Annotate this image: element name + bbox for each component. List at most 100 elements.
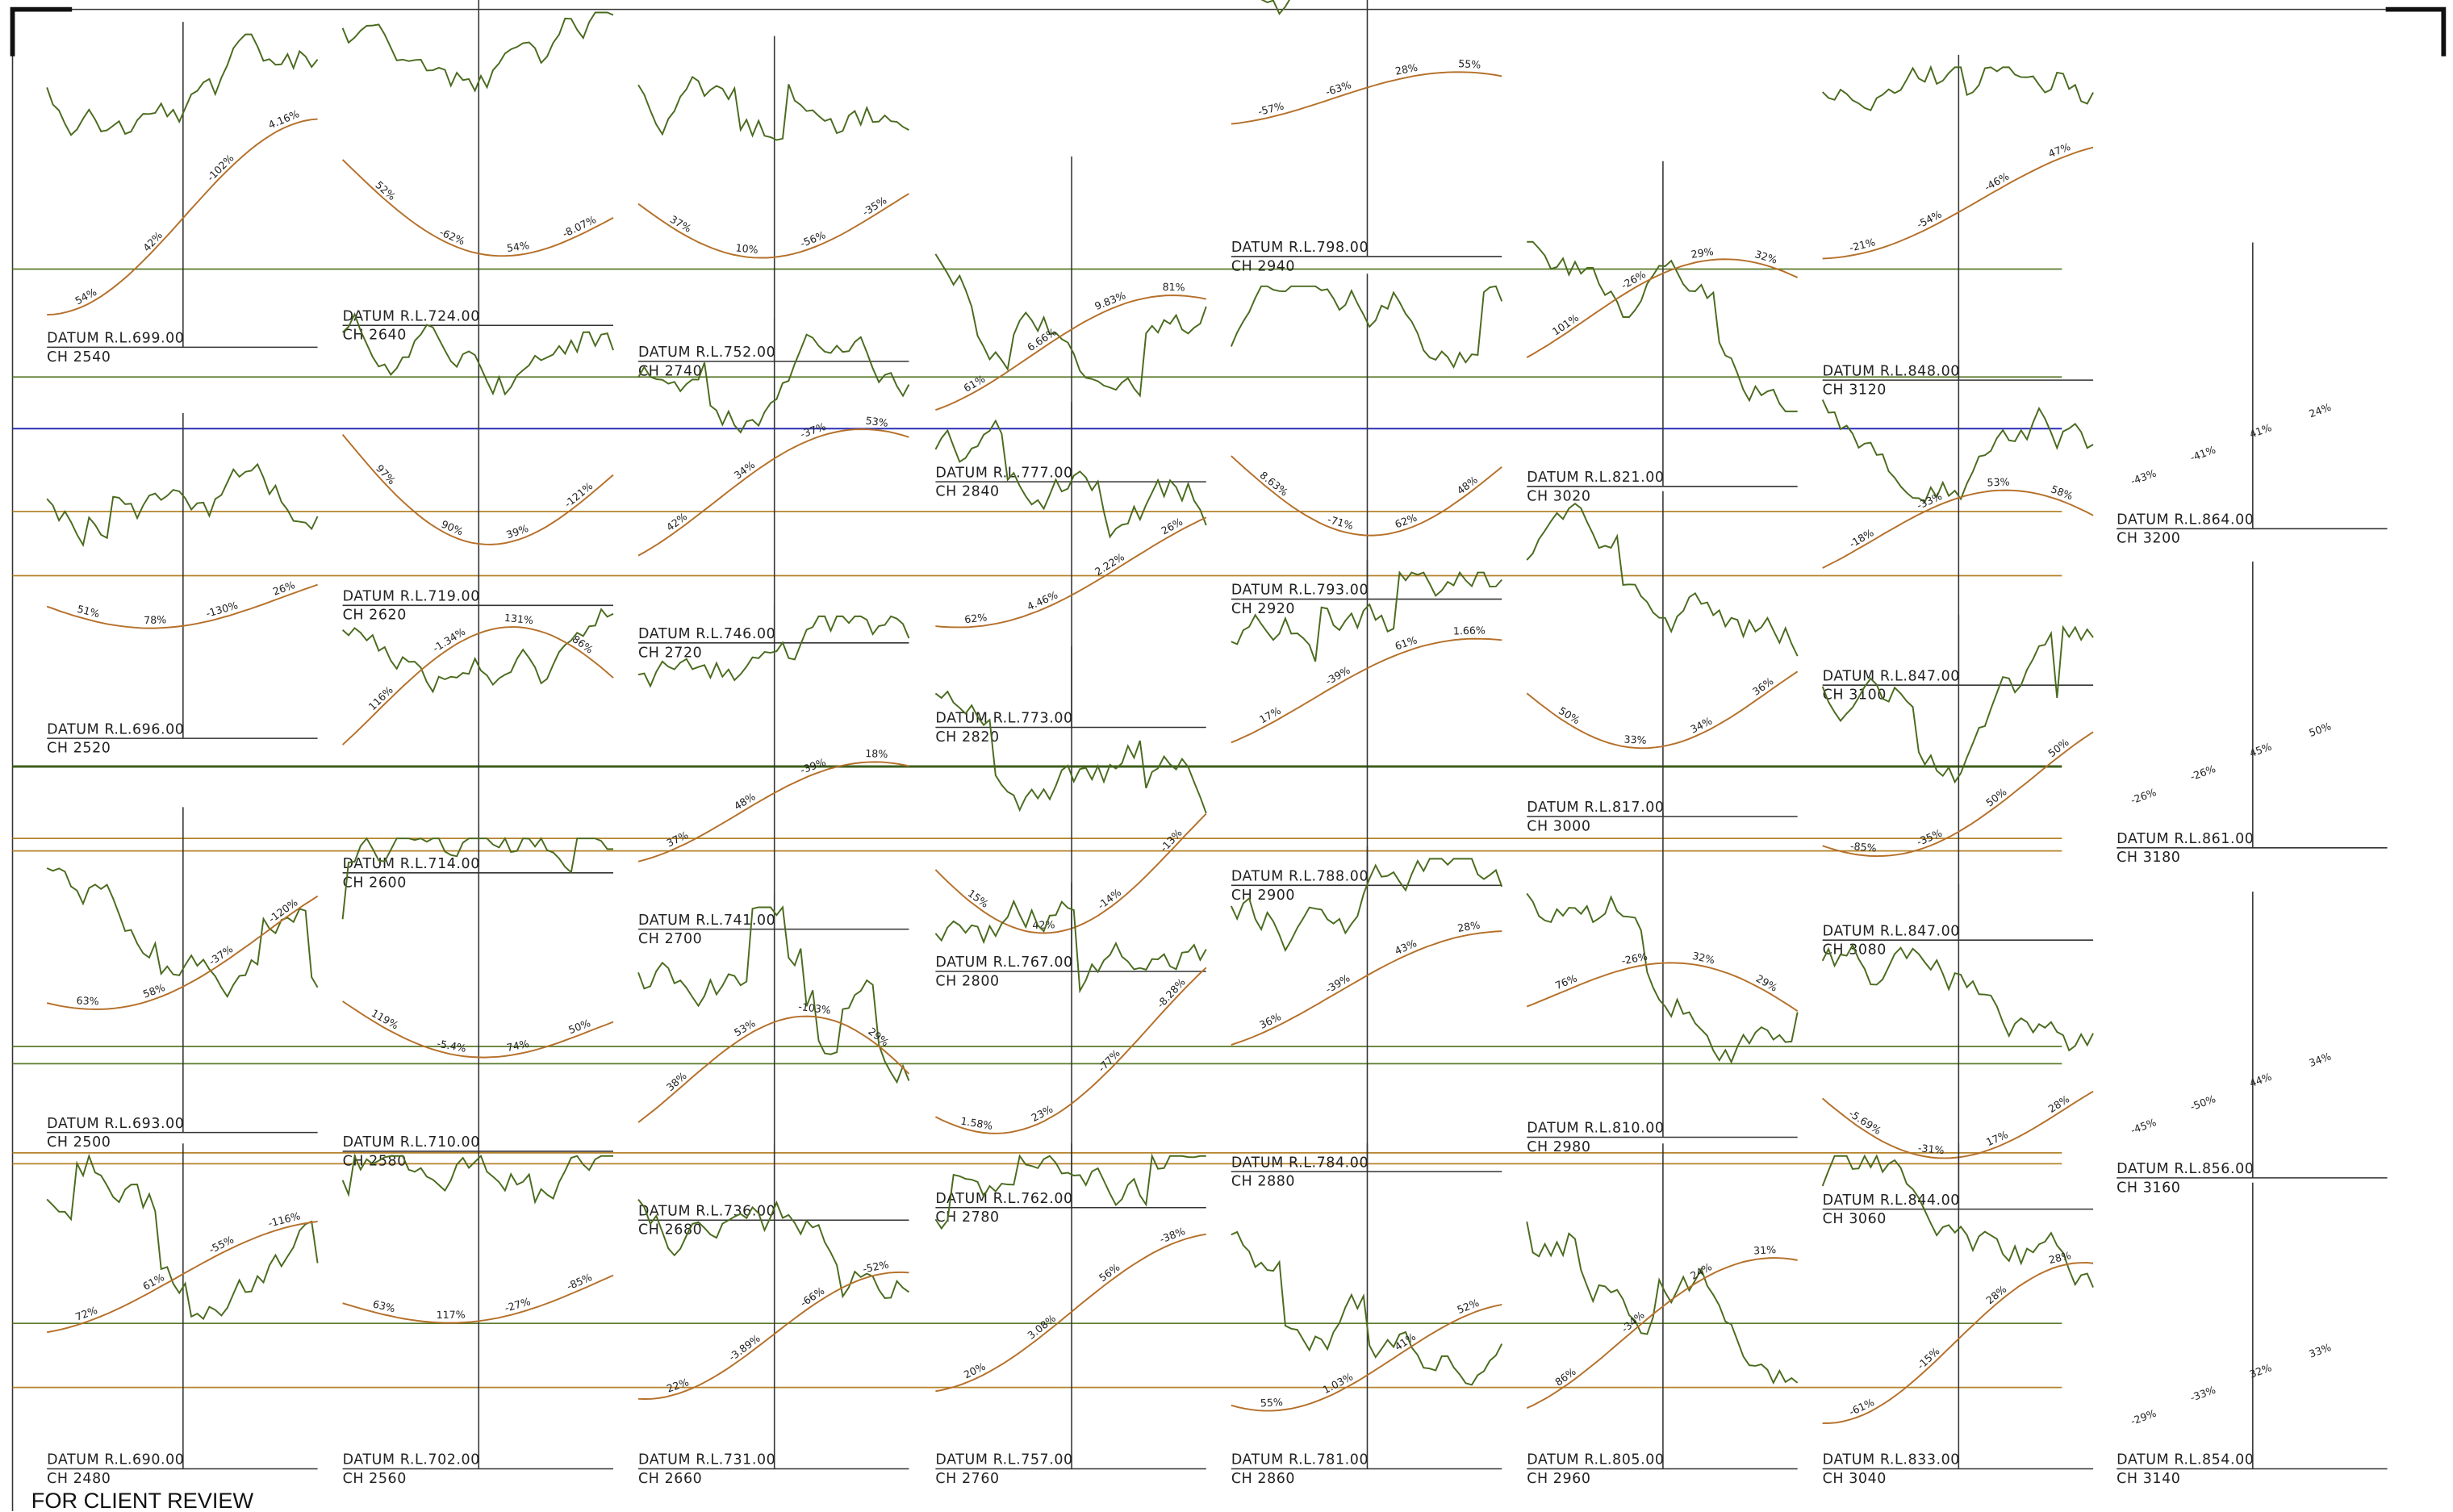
datum-label: DATUM R.L.714.00: [343, 856, 480, 872]
ground-profile: [1821, 65, 2094, 111]
design-profile: [935, 294, 1206, 411]
slope-label: 54%: [506, 239, 530, 254]
ground-profile: [934, 899, 1207, 994]
design-profile: [1822, 1090, 2094, 1159]
chainage-label: CH 2860: [1231, 1471, 1295, 1487]
chainage-label: CH 2480: [47, 1471, 111, 1487]
chainage-label: CH 2720: [638, 645, 702, 661]
slope-label: 29%: [1690, 245, 1715, 261]
chainage-label: CH 2680: [638, 1222, 702, 1238]
datum-label: DATUM R.L.767.00: [935, 954, 1072, 971]
slope-label: 53%: [1987, 476, 2010, 489]
ground-profile: [934, 690, 1207, 814]
datum-label: DATUM R.L.710.00: [343, 1134, 480, 1151]
design-profile: [1822, 1261, 2094, 1425]
datum-label: DATUM R.L.773.00: [935, 711, 1072, 727]
datum-label: DATUM R.L.781.00: [1231, 1452, 1369, 1468]
slope-label: -5.4%: [436, 1037, 467, 1054]
ground-profile: [1231, 1230, 1503, 1386]
datum-label: DATUM R.L.757.00: [935, 1452, 1072, 1468]
design-profile: [1231, 71, 1502, 125]
ground-profile: [1230, 858, 1503, 953]
datum-label: DATUM R.L.854.00: [2117, 1452, 2254, 1468]
design-profile: [637, 1015, 910, 1123]
datum-label: DATUM R.L.690.00: [47, 1452, 184, 1468]
design-profile: [637, 193, 909, 259]
design-profile: [1526, 258, 1799, 358]
ground-profile: [1526, 503, 1799, 657]
chainage-label: CH 2700: [638, 931, 702, 947]
datum-label: DATUM R.L.741.00: [638, 913, 775, 929]
ground-profile: [1527, 240, 1798, 412]
slope-label: -85%: [1850, 840, 1878, 854]
design-profile: [1231, 1303, 1502, 1412]
design-profile: [1231, 455, 1502, 537]
datum-label: DATUM R.L.784.00: [1231, 1155, 1369, 1171]
design-profile: [1526, 670, 1799, 750]
chainage-label: CH 2760: [935, 1471, 999, 1487]
chainage-label: CH 2500: [47, 1134, 111, 1151]
corner-mark: [2385, 6, 2447, 56]
chainage-label: CH 2980: [1527, 1139, 1590, 1155]
slope-label: 63%: [372, 1297, 397, 1314]
slope-label: -52%: [862, 1258, 890, 1275]
chainage-label: CH 2880: [1231, 1174, 1295, 1190]
slope-label: 33%: [1623, 733, 1647, 746]
ground-profile: [341, 837, 614, 920]
datum-label: DATUM R.L.847.00: [1823, 668, 1960, 684]
ground-profile: [1260, 0, 1298, 15]
design-profile: [637, 761, 909, 863]
ground-profile: [341, 1153, 614, 1205]
chainage-label: CH 2840: [935, 484, 999, 500]
chainage-label: CH 2940: [1231, 258, 1295, 274]
ground-profile: [1231, 570, 1502, 662]
chainage-label: CH 2660: [638, 1471, 702, 1487]
slope-label: 1.66%: [1453, 624, 1486, 637]
ground-profile: [341, 11, 614, 93]
datum-label: DATUM R.L.833.00: [1823, 1452, 1960, 1468]
datum-label: DATUM R.L.817.00: [1527, 800, 1664, 816]
datum-label: DATUM R.L.702.00: [343, 1452, 480, 1468]
datum-label: DATUM R.L.724.00: [343, 308, 480, 324]
design-profile: [1822, 489, 2094, 569]
chainage-label: CH 2600: [343, 875, 407, 891]
chainage-label: CH 2540: [47, 349, 111, 365]
ground-profile: [637, 333, 910, 434]
design-profile: [46, 583, 318, 629]
ground-profile: [1821, 943, 2094, 1052]
chainage-label: CH 2520: [47, 741, 111, 757]
slope-label: 28%: [1456, 918, 1481, 934]
reference-lines: [12, 268, 2062, 1389]
slope-label: 32%: [1753, 248, 1778, 265]
ground-profile: [637, 905, 910, 1084]
slope-label: 32%: [1691, 950, 1716, 967]
design-profile: [342, 1274, 614, 1324]
slope-label: 28%: [1394, 61, 1419, 77]
datum-label: DATUM R.L.699.00: [47, 331, 184, 347]
chainage-label: CH 2780: [935, 1209, 999, 1226]
datum-label: DATUM R.L.696.00: [47, 721, 184, 737]
datum-label: DATUM R.L.731.00: [638, 1452, 775, 1468]
chainage-label: CH 2900: [1231, 888, 1295, 904]
slope-label: 74%: [505, 1038, 529, 1054]
design-profile: [1526, 962, 1799, 1013]
datum-label: DATUM R.L.746.00: [638, 626, 775, 642]
design-profile: [935, 1233, 1206, 1393]
chainage-label: CH 3160: [2117, 1180, 2180, 1196]
datum-label: DATUM R.L.810.00: [1527, 1121, 1664, 1137]
design-profile: [935, 516, 1207, 629]
chainage-label: CH 3100: [1823, 687, 1887, 704]
design-profile: [638, 1271, 909, 1400]
slope-label: 31%: [1753, 1243, 1777, 1256]
datum-label: DATUM R.L.861.00: [2117, 831, 2254, 847]
datum-label: DATUM R.L.777.00: [935, 465, 1072, 481]
design-profile: [1526, 1257, 1798, 1410]
chainage-label: CH 2740: [638, 363, 702, 379]
ground-profile: [1821, 624, 2094, 784]
slope-label: 10%: [735, 241, 758, 256]
